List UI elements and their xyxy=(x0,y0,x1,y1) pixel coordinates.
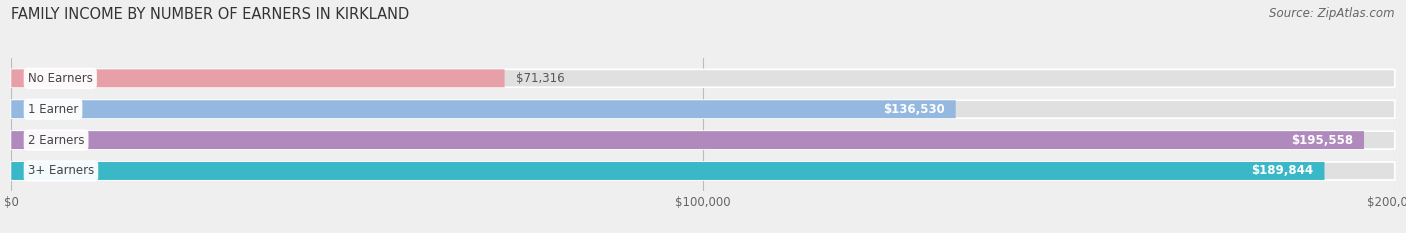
FancyBboxPatch shape xyxy=(11,162,1395,180)
Text: $195,558: $195,558 xyxy=(1291,134,1353,147)
Text: No Earners: No Earners xyxy=(28,72,93,85)
FancyBboxPatch shape xyxy=(11,131,1395,149)
Text: 1 Earner: 1 Earner xyxy=(28,103,79,116)
Text: Source: ZipAtlas.com: Source: ZipAtlas.com xyxy=(1270,7,1395,20)
FancyBboxPatch shape xyxy=(11,162,1324,180)
Text: 3+ Earners: 3+ Earners xyxy=(28,164,94,178)
FancyBboxPatch shape xyxy=(11,100,956,118)
FancyBboxPatch shape xyxy=(11,69,1395,87)
Text: $189,844: $189,844 xyxy=(1251,164,1313,178)
FancyBboxPatch shape xyxy=(11,69,505,87)
Text: $71,316: $71,316 xyxy=(516,72,564,85)
Text: FAMILY INCOME BY NUMBER OF EARNERS IN KIRKLAND: FAMILY INCOME BY NUMBER OF EARNERS IN KI… xyxy=(11,7,409,22)
Text: $136,530: $136,530 xyxy=(883,103,945,116)
FancyBboxPatch shape xyxy=(11,100,1395,118)
Text: 2 Earners: 2 Earners xyxy=(28,134,84,147)
FancyBboxPatch shape xyxy=(11,131,1364,149)
